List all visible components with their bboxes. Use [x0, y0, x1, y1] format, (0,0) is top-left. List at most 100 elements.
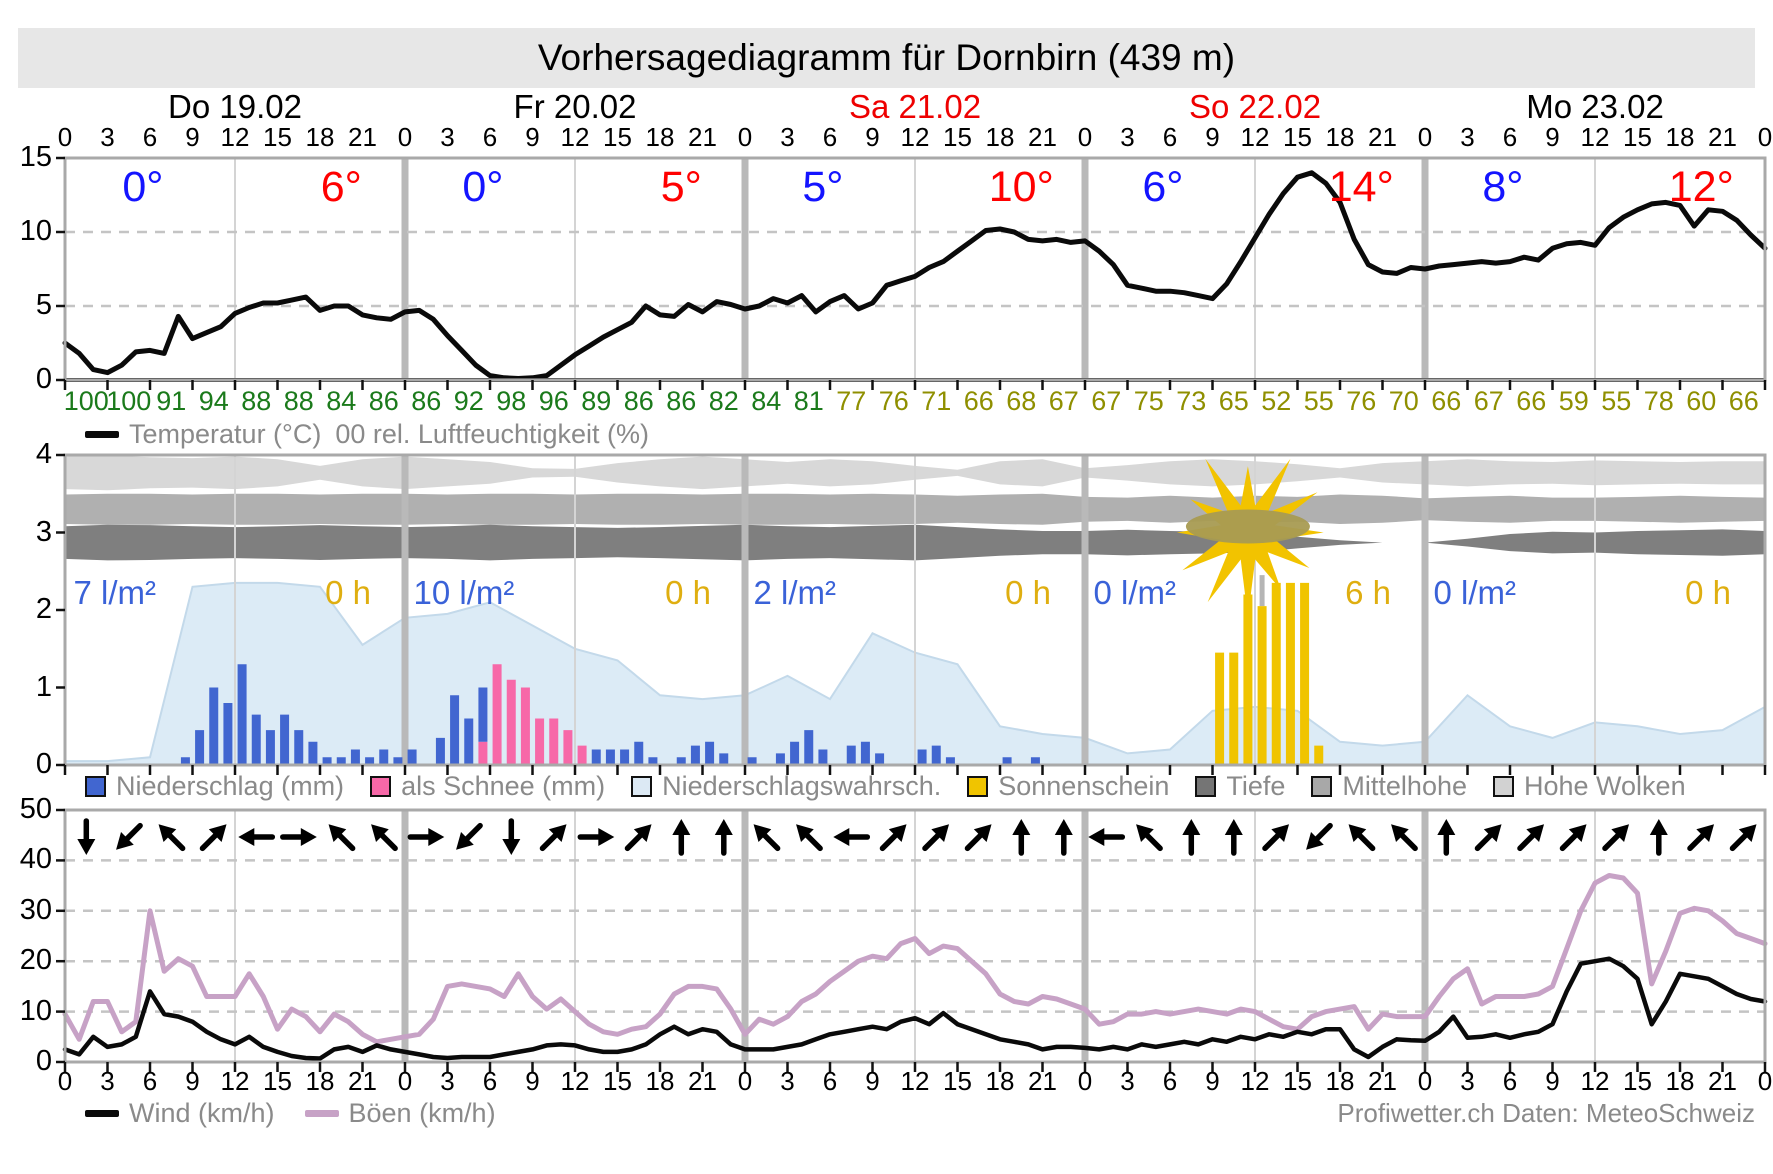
hour-label-top: 9	[1205, 122, 1220, 152]
hour-label-top: 12	[1240, 122, 1270, 152]
wind-direction-arrow	[407, 828, 445, 846]
precip-bar	[365, 757, 375, 765]
day-min-temp: 0°	[462, 163, 504, 211]
humidity-value: 60	[1686, 386, 1717, 416]
hour-label-top: 15	[263, 122, 292, 152]
precip-bar	[634, 741, 644, 765]
arrow-head	[1224, 819, 1243, 835]
precip-bar	[860, 741, 870, 765]
mid-y-label: 4	[35, 438, 52, 470]
precip-bar	[620, 749, 630, 765]
hour-label-top: 12	[900, 122, 930, 152]
hour-label-top: 12	[560, 122, 590, 152]
hour-label-top: 12	[1580, 122, 1610, 152]
humidity-value: 78	[1643, 386, 1674, 416]
legend-label: Mittelhohe	[1342, 771, 1467, 801]
wind-line-swatch	[85, 1110, 119, 1117]
wind-direction-arrow	[1437, 819, 1456, 856]
hour-label-bottom: 0	[57, 1066, 73, 1096]
legend-temp-item: Temperatur (°C)	[85, 419, 321, 450]
legend-temperature: Temperatur (°C) 00 rel. Luftfeuchtigkeit…	[85, 419, 649, 450]
temp-y-label: 15	[19, 141, 52, 173]
arrow-head	[796, 824, 814, 842]
wind-direction-arrow	[922, 824, 950, 852]
humidity-value: 65	[1218, 386, 1249, 416]
wind-direction-arrow	[1306, 822, 1333, 850]
day-sunshine-hours: 0 h	[325, 574, 371, 611]
precip-bar	[719, 753, 729, 765]
precip-bar	[280, 714, 290, 765]
sun-cloud-overlap	[1185, 509, 1310, 544]
wind-direction-arrow	[1348, 824, 1376, 852]
wind-direction-arrow	[77, 818, 96, 855]
humidity-value: 52	[1261, 386, 1292, 416]
legend-gusts-item: Böen (km/h)	[304, 1098, 496, 1129]
precip-bar	[336, 757, 346, 765]
hour-label-bottom: 6	[482, 1066, 498, 1096]
hour-label-bottom: 3	[1460, 1066, 1475, 1096]
arrow-head	[502, 839, 521, 855]
page-title: Vorhersagediagramm für Dornbirn (439 m)	[537, 37, 1236, 78]
humidity-value: 71	[921, 386, 952, 416]
arrow-head	[371, 824, 389, 842]
humidity-value: 66	[963, 386, 994, 416]
humidity-value: 86	[666, 386, 697, 416]
day-sunshine-hours: 0 h	[1685, 574, 1731, 611]
wind-direction-arrow	[1687, 824, 1715, 852]
attribution: Profiwetter.ch Daten: MeteoSchweiz	[1337, 1098, 1755, 1128]
legend-item: Niederschlagswahrsch.	[631, 771, 941, 802]
hour-label-bottom: 21	[1368, 1066, 1397, 1096]
arrow-head	[1483, 824, 1502, 842]
hour-label-bottom: 15	[1623, 1066, 1652, 1096]
hour-label-bottom: 3	[1120, 1066, 1135, 1096]
hour-label-top: 0	[57, 122, 73, 152]
arrow-head	[456, 832, 474, 850]
snow-bar	[492, 664, 502, 765]
wind-y-label: 50	[19, 793, 52, 825]
hour-label-top: 21	[1368, 122, 1397, 152]
hour-label-bottom: 6	[142, 1066, 158, 1096]
hour-label-bottom: 21	[688, 1066, 717, 1096]
precip-bar	[322, 757, 332, 765]
arrow-head	[598, 828, 615, 846]
snow-bar	[577, 745, 587, 765]
precip-bar	[478, 687, 488, 742]
legend-humidity-label: 00 rel. Luftfeuchtigkeit (%)	[335, 419, 649, 449]
arrow-head	[1738, 824, 1757, 842]
hour-label-bottom: 3	[100, 1066, 115, 1096]
humidity-value: 88	[241, 386, 272, 416]
humidity-value: 76	[1346, 386, 1377, 416]
wind-direction-arrow	[1054, 819, 1073, 856]
wind-y-label: 0	[35, 1045, 52, 1077]
hour-label-bottom: 6	[1502, 1066, 1518, 1096]
hour-label-bottom: 9	[1545, 1066, 1560, 1096]
hour-label-bottom: 12	[1240, 1066, 1270, 1096]
day-min-temp: 8°	[1482, 163, 1524, 211]
precip-bar	[931, 745, 941, 765]
humidity-value: 67	[1048, 386, 1079, 416]
precip-bar	[251, 714, 261, 765]
precip-bar	[648, 757, 658, 765]
arrow-head	[158, 824, 177, 842]
wind-direction-arrow	[753, 824, 781, 852]
snow-bar	[563, 730, 573, 765]
hour-label-top: 18	[305, 122, 335, 152]
hour-label-top: 18	[645, 122, 675, 152]
hour-label-bottom: 21	[1708, 1066, 1737, 1096]
hour-label-top: 6	[822, 122, 838, 152]
wind-y-label: 10	[19, 994, 52, 1027]
arrow-head	[1306, 832, 1324, 850]
hour-label-bottom: 0	[1417, 1066, 1433, 1096]
humidity-value: 96	[538, 386, 569, 416]
day-label: Do 19.02	[168, 88, 302, 125]
wind-y-label: 30	[19, 893, 52, 926]
hour-label-bottom: 15	[943, 1066, 972, 1096]
hour-label-bottom: 12	[220, 1066, 250, 1096]
day-max-temp: 14°	[1328, 163, 1394, 211]
humidity-value: 66	[1728, 386, 1759, 416]
temperature-curve	[62, 170, 1768, 381]
day-min-temp: 5°	[802, 163, 844, 211]
precip-bar	[790, 741, 800, 765]
humidity-value: 82	[708, 386, 739, 416]
